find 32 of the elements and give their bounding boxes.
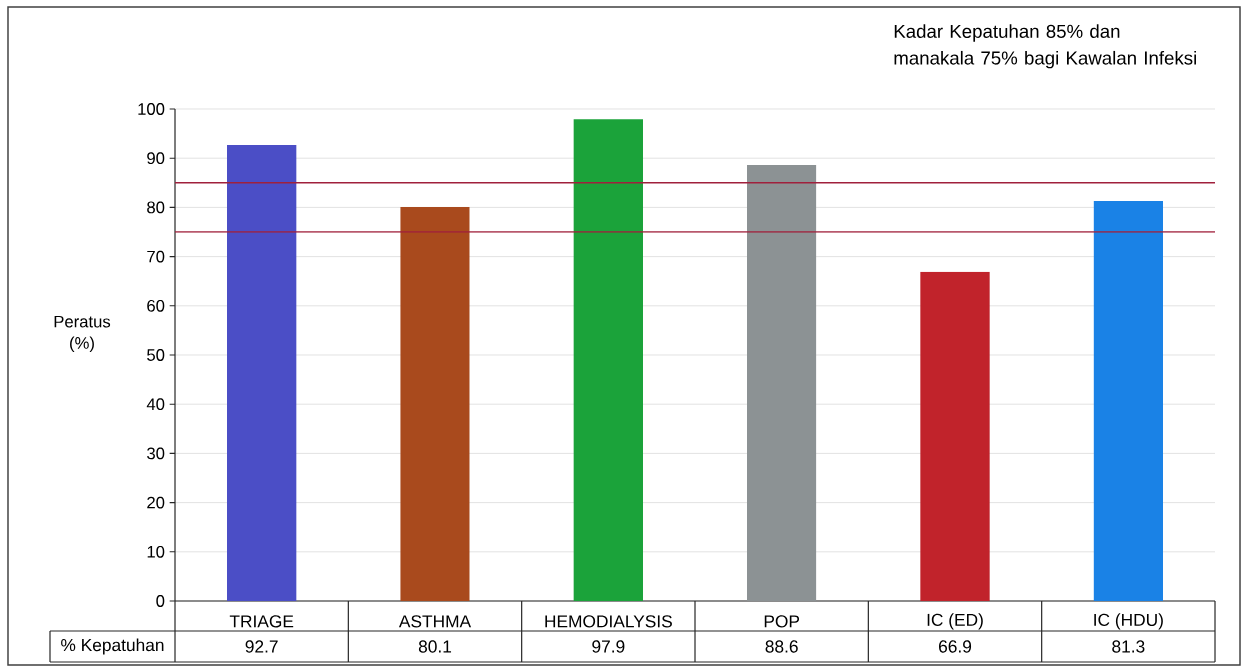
y-tick-label: 60 bbox=[147, 299, 165, 312]
y-tick-label: 90 bbox=[147, 152, 165, 165]
x-tick-label: POP bbox=[764, 615, 800, 628]
y-tick-label: 80 bbox=[147, 201, 165, 214]
x-tick-label: IC (ED) bbox=[927, 613, 983, 630]
bar bbox=[573, 119, 643, 601]
x-tick-label: HEMODIALYSIS bbox=[545, 615, 672, 628]
text: % Kepatuhan bbox=[61, 638, 164, 655]
y-tick-label: 40 bbox=[146, 398, 165, 411]
x-tick-label: IC (HDU) bbox=[1094, 613, 1163, 630]
data-label: 81.3 bbox=[1112, 640, 1145, 653]
x-tick-label: TRIAGE bbox=[229, 615, 294, 628]
x-tick-label: ASTHMA bbox=[398, 615, 472, 628]
data-label: 88.6 bbox=[765, 640, 798, 653]
bar bbox=[747, 165, 817, 601]
bar bbox=[920, 271, 990, 601]
y-tick-label: 70 bbox=[147, 250, 165, 263]
data-label: 92.7 bbox=[245, 640, 278, 653]
bar bbox=[1093, 201, 1163, 601]
data-label: 80.1 bbox=[418, 640, 452, 653]
bar bbox=[227, 144, 297, 601]
y-tick-label: 50 bbox=[147, 349, 165, 361]
y-tick-label: 100 bbox=[138, 103, 165, 115]
y-tick-label: 30 bbox=[147, 447, 165, 460]
y-axis-title: Peratus (%) bbox=[54, 315, 111, 353]
text: Kadar Kepatuhan 85% dan manakala 75% bagi Kawalan Infeksi bbox=[894, 24, 1196, 69]
y-tick-label: 20 bbox=[147, 496, 165, 509]
y-tick-label: 10 bbox=[147, 545, 165, 558]
data-label: 97.9 bbox=[592, 640, 625, 653]
data-label: 66.9 bbox=[939, 640, 972, 653]
y-tick-label: 0 bbox=[156, 595, 165, 607]
bar bbox=[400, 206, 470, 601]
